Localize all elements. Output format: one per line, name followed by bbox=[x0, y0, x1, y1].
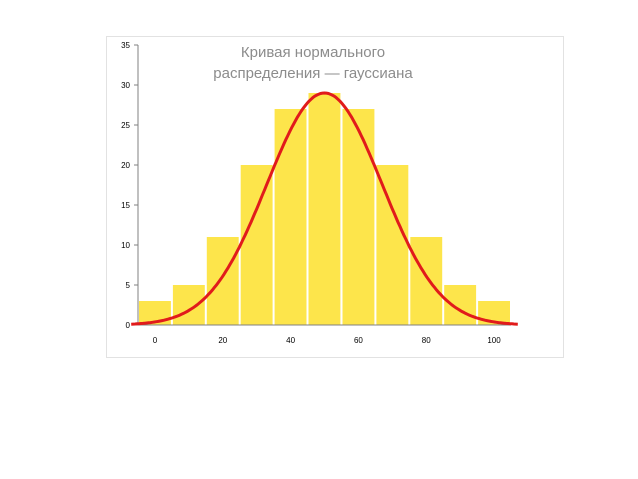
x-tick-label: 100 bbox=[487, 336, 501, 345]
y-tick-label: 10 bbox=[121, 241, 130, 250]
histogram-bar bbox=[308, 93, 341, 325]
histogram-bar bbox=[444, 285, 477, 325]
y-tick-label: 0 bbox=[126, 321, 131, 330]
x-ticks: 0 20 40 60 80 100 bbox=[153, 336, 502, 345]
histogram-chart: 0 5 10 15 20 25 30 35 0 20 40 60 80 100 Кривая норма… bbox=[121, 41, 518, 345]
y-tick-label: 15 bbox=[121, 201, 130, 210]
x-tick-label: 20 bbox=[218, 336, 227, 345]
chart-frame: 0 5 10 15 20 25 30 35 0 20 40 60 80 100 Кривая норма… bbox=[106, 36, 564, 358]
histogram-bar bbox=[240, 165, 273, 325]
histogram-bar bbox=[410, 237, 443, 325]
x-tick-label: 0 bbox=[153, 336, 158, 345]
y-tick-label: 30 bbox=[121, 81, 130, 90]
chart-title-line-1: Кривая нормального bbox=[241, 44, 385, 61]
x-tick-label: 60 bbox=[354, 336, 363, 345]
y-tick-label: 25 bbox=[121, 121, 130, 130]
axes-layer bbox=[137, 45, 511, 326]
histogram-bar bbox=[274, 109, 307, 325]
y-tick-label: 20 bbox=[121, 161, 130, 170]
histogram-bar bbox=[376, 165, 409, 325]
chart-title-line-2: распределения — гауссиана bbox=[213, 65, 413, 82]
x-tick-label: 80 bbox=[422, 336, 431, 345]
y-tick-label: 5 bbox=[126, 281, 131, 290]
bars-layer bbox=[139, 93, 510, 325]
gaussian-curve bbox=[131, 91, 518, 326]
y-ticks: 0 5 10 15 20 25 30 35 bbox=[121, 41, 138, 330]
histogram-bar bbox=[342, 109, 375, 325]
y-tick-label: 35 bbox=[121, 41, 130, 50]
histogram-bar bbox=[172, 285, 205, 325]
x-tick-label: 40 bbox=[286, 336, 295, 345]
histogram-bar bbox=[206, 237, 239, 325]
